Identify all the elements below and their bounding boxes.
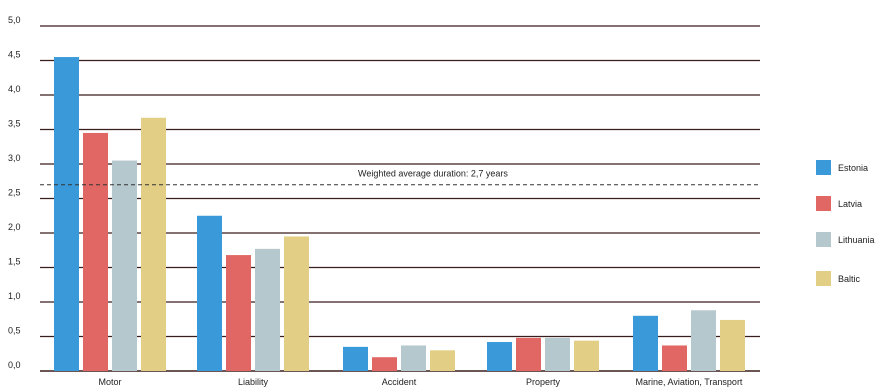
bar-baltic	[141, 117, 166, 372]
bar-lithuania	[691, 310, 716, 371]
reference-line-group: Weighted average duration: 2,7 years	[40, 169, 760, 186]
bar-latvia	[372, 357, 397, 371]
legend-swatch-latvia	[816, 196, 831, 211]
legend-label-baltic: Baltic	[838, 274, 861, 284]
y-tick-label: 4,0	[8, 84, 21, 94]
bar-baltic	[430, 350, 455, 371]
bar-baltic	[720, 319, 745, 371]
bar-estonia	[633, 315, 658, 371]
bar-latvia	[662, 345, 687, 371]
y-tick-label: 2,5	[8, 188, 21, 198]
bar-lithuania	[255, 248, 280, 371]
bar-estonia	[54, 57, 79, 372]
x-category-label: Property	[526, 377, 561, 387]
bar-lithuania	[545, 337, 570, 371]
x-axis-labels: Motor Liability Accident Property Marine, Av…	[98, 377, 742, 387]
y-tick-label: 0,5	[8, 326, 21, 336]
bar-baltic	[574, 340, 599, 371]
y-tick-label: 3,0	[8, 153, 21, 163]
bars	[54, 57, 745, 372]
bar-estonia	[487, 342, 512, 371]
y-tick-label: 5,0	[8, 15, 21, 25]
x-category-label: Accident	[382, 377, 417, 387]
legend-label-latvia: Latvia	[838, 199, 862, 209]
x-category-label: Motor	[98, 377, 121, 387]
bar-estonia	[343, 346, 368, 371]
legend-label-lithuania: Lithuania	[838, 235, 875, 245]
legend-swatch-lithuania	[816, 232, 831, 247]
y-tick-label: 2,0	[8, 222, 21, 232]
legend: Estonia Latvia Lithuania Baltic	[816, 160, 875, 286]
bar-baltic	[284, 236, 309, 371]
bar-lithuania	[401, 345, 426, 371]
bar-lithuania	[112, 160, 137, 371]
y-tick-label: 1,5	[8, 257, 21, 267]
x-category-label: Liability	[238, 377, 269, 387]
weighted-average-label: Weighted average duration: 2,7 years	[358, 169, 508, 179]
bar-latvia	[226, 255, 251, 371]
legend-label-estonia: Estonia	[838, 163, 868, 173]
y-axis-ticks: 0,0 0,5 1,0 1,5 2,0 2,5 3,0 3,5 4,0 4,5 5,0	[8, 15, 21, 370]
y-tick-label: 3,5	[8, 119, 21, 129]
legend-swatch-baltic	[816, 271, 831, 286]
bar-latvia	[516, 337, 541, 371]
y-tick-label: 4,5	[8, 50, 21, 60]
bar-latvia	[83, 132, 108, 371]
legend-swatch-estonia	[816, 160, 831, 175]
x-category-label: Marine, Aviation, Transport	[636, 377, 743, 387]
y-tick-label: 1,0	[8, 291, 21, 301]
y-tick-label: 0,0	[8, 360, 21, 370]
bar-estonia	[197, 215, 222, 371]
